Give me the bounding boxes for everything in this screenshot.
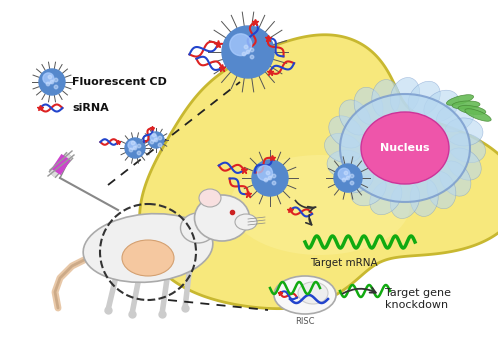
Circle shape (252, 160, 288, 196)
Circle shape (268, 176, 272, 180)
Text: Target gene
knockdown: Target gene knockdown (385, 288, 451, 310)
Ellipse shape (390, 182, 420, 218)
Circle shape (148, 132, 164, 148)
Text: siRNA: siRNA (72, 103, 109, 113)
Circle shape (54, 78, 58, 82)
Ellipse shape (83, 214, 213, 282)
Circle shape (152, 133, 156, 137)
Ellipse shape (449, 133, 486, 163)
Circle shape (250, 48, 254, 52)
Circle shape (133, 146, 137, 150)
Ellipse shape (452, 101, 480, 109)
Circle shape (222, 26, 274, 78)
Ellipse shape (340, 94, 470, 202)
Ellipse shape (336, 164, 374, 193)
Ellipse shape (446, 95, 474, 105)
Ellipse shape (274, 276, 336, 314)
Ellipse shape (410, 179, 438, 217)
Circle shape (350, 174, 354, 178)
Circle shape (242, 52, 246, 56)
Ellipse shape (230, 155, 410, 255)
Circle shape (350, 181, 354, 185)
Circle shape (338, 168, 350, 180)
Ellipse shape (354, 87, 383, 125)
Circle shape (125, 138, 145, 158)
Ellipse shape (235, 214, 257, 230)
Circle shape (257, 165, 272, 181)
Text: RISC: RISC (295, 317, 315, 326)
Circle shape (272, 174, 276, 178)
Circle shape (264, 178, 268, 182)
Circle shape (244, 45, 248, 49)
Circle shape (250, 55, 254, 59)
Circle shape (131, 141, 135, 145)
Circle shape (50, 80, 54, 84)
Ellipse shape (408, 81, 440, 116)
Ellipse shape (427, 171, 456, 209)
Circle shape (54, 85, 58, 89)
Ellipse shape (195, 195, 249, 241)
Ellipse shape (436, 103, 474, 132)
Ellipse shape (327, 150, 365, 178)
Ellipse shape (439, 161, 471, 196)
Ellipse shape (298, 282, 328, 304)
Ellipse shape (447, 148, 481, 180)
Ellipse shape (372, 80, 400, 118)
Circle shape (46, 82, 50, 86)
Ellipse shape (329, 116, 364, 148)
Text: Nucleus: Nucleus (380, 143, 430, 153)
Circle shape (246, 50, 250, 54)
Circle shape (154, 138, 158, 142)
Polygon shape (139, 35, 498, 309)
Ellipse shape (465, 109, 491, 121)
Circle shape (137, 144, 141, 148)
Circle shape (150, 134, 157, 141)
Ellipse shape (199, 189, 221, 207)
Circle shape (39, 69, 65, 95)
Ellipse shape (445, 118, 483, 146)
Ellipse shape (370, 180, 402, 215)
Ellipse shape (458, 106, 486, 115)
Circle shape (342, 178, 346, 182)
Ellipse shape (351, 174, 386, 206)
Ellipse shape (325, 133, 362, 163)
Text: Target mRNA: Target mRNA (310, 258, 377, 268)
Ellipse shape (339, 100, 371, 135)
Ellipse shape (424, 90, 459, 122)
Circle shape (266, 171, 270, 175)
Circle shape (150, 140, 154, 144)
Circle shape (43, 73, 54, 84)
Circle shape (158, 143, 162, 147)
Circle shape (334, 164, 362, 192)
Text: Fluorescent CD: Fluorescent CD (72, 77, 167, 87)
Circle shape (48, 75, 52, 79)
Circle shape (137, 151, 141, 155)
Circle shape (128, 141, 136, 149)
Ellipse shape (180, 213, 216, 243)
Circle shape (272, 181, 276, 185)
Circle shape (346, 176, 350, 180)
Ellipse shape (122, 240, 174, 276)
Circle shape (344, 171, 348, 175)
Ellipse shape (361, 112, 449, 184)
Circle shape (158, 136, 162, 140)
Ellipse shape (390, 78, 420, 115)
Circle shape (230, 34, 251, 56)
Circle shape (129, 148, 133, 152)
